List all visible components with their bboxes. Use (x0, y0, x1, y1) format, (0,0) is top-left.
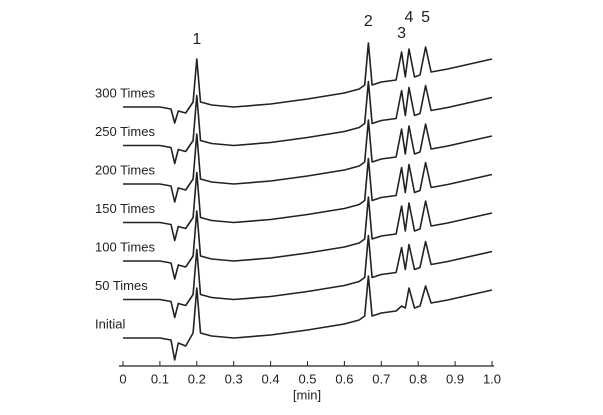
x-tick-label: 0.3 (225, 371, 243, 386)
x-tick-label: 0.9 (446, 371, 464, 386)
trace (123, 42, 493, 124)
trace (123, 80, 493, 165)
trace-label: 50 Times (95, 278, 148, 293)
trace-label: 300 Times (95, 85, 155, 100)
trace-label: Initial (95, 316, 125, 331)
x-tick-label: 0 (119, 371, 126, 386)
peak-label: 3 (397, 25, 406, 42)
trace (123, 196, 493, 280)
x-tick-label: 1.0 (483, 371, 501, 386)
x-tick-label: 0.6 (335, 371, 353, 386)
peak-label: 2 (364, 13, 373, 30)
peak-label: 4 (405, 9, 414, 26)
trace (123, 119, 493, 203)
x-tick-label: 0.5 (298, 371, 316, 386)
x-tick-label: 0.8 (409, 371, 427, 386)
x-tick-label: 0.4 (262, 371, 280, 386)
trace-label: 250 Times (95, 124, 155, 139)
trace-label: 100 Times (95, 239, 155, 254)
trace (123, 275, 493, 361)
x-axis-label: [min] (293, 387, 321, 402)
x-tick-label: 0.1 (151, 371, 169, 386)
trace-label: 150 Times (95, 201, 155, 216)
x-tick-label: 0.2 (188, 371, 206, 386)
trace (123, 234, 493, 319)
trace (123, 157, 493, 242)
peak-label: 5 (421, 9, 430, 26)
x-tick-label: 0.7 (372, 371, 390, 386)
trace-label: 200 Times (95, 162, 155, 177)
peak-label: 1 (192, 31, 201, 48)
